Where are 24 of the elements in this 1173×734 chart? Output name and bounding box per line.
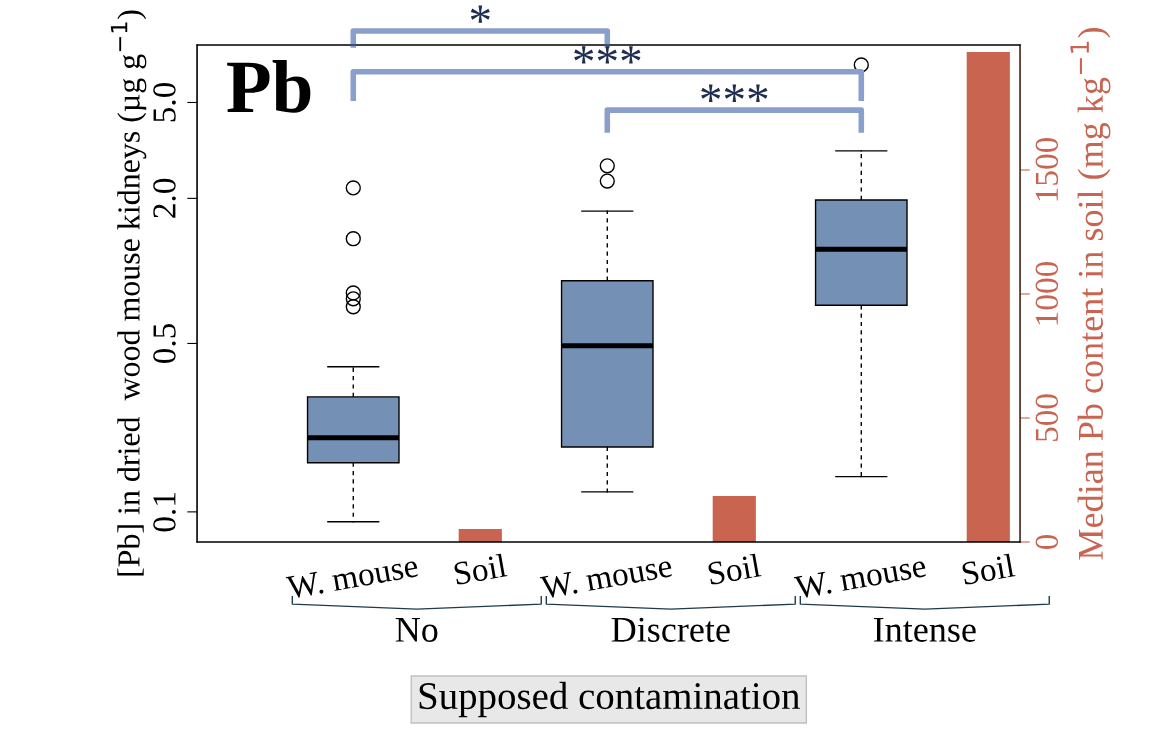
y-tick-label: 0.1 [153, 493, 176, 532]
y2-tick-label: 1000 [1035, 261, 1059, 325]
y2-tick-label: 1500 [1035, 137, 1059, 201]
x-tick-label: W. mouse [793, 554, 927, 600]
chart-title: Pb [227, 59, 311, 113]
x-tick-label: W. mouse [285, 554, 419, 600]
text: Intense [873, 617, 976, 642]
text: Discrete [611, 617, 730, 642]
annotation: *** [701, 84, 768, 102]
y-tick-label: 0.5 [153, 323, 176, 364]
text: No [395, 617, 438, 642]
x-tick-label: Soil [961, 553, 1016, 586]
x-axis-title: Supposed contamination [419, 681, 800, 718]
x-tick-label: Soil [453, 553, 508, 586]
y-axis-title: [Pb] in dried wood mouse kidneys (µg g$^{−1}$) [110, 10, 147, 576]
annotation: *** [574, 46, 641, 64]
x-tick-label: W. mouse [539, 554, 673, 600]
y-tick-label: 5.0 [153, 82, 176, 122]
y2-tick-label: 0 [1035, 534, 1059, 550]
y-tick-label: 2.0 [153, 178, 176, 218]
y2-tick-label: 500 [1035, 394, 1059, 442]
y2-axis-title: Median Pb content in soil (mg kg$^{−1}$) [1070, 28, 1111, 560]
text: * [470, 5, 490, 23]
x-tick-label: Soil [707, 553, 762, 586]
